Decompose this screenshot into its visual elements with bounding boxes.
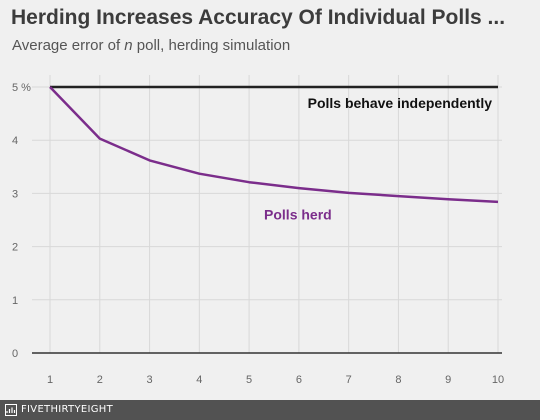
y-tick-label: 1 xyxy=(12,295,18,307)
chart-series xyxy=(49,85,499,204)
chart-title: Herding Increases Accuracy Of Individual… xyxy=(11,6,506,29)
x-tick-label: 8 xyxy=(395,374,401,386)
y-tick-label: 0 xyxy=(12,348,18,360)
series-label-independent: Polls behave independently xyxy=(308,95,493,111)
x-tick-label: 10 xyxy=(492,374,504,386)
series-line-herd xyxy=(49,86,499,204)
y-tick-label: 2 xyxy=(12,242,18,254)
y-tick-label: 4 xyxy=(12,135,18,147)
subtitle-suffix: poll, herding simulation xyxy=(132,37,291,54)
chart-axis: 0 1 2 3 4 5 % 1 2 3 4 5 6 7 8 9 10 xyxy=(12,82,504,386)
x-tick-label: 5 xyxy=(246,374,252,386)
fivethirtyeight-logo-icon xyxy=(5,404,17,416)
x-tick-label: 4 xyxy=(196,374,202,386)
series-label-herd: Polls herd xyxy=(264,207,332,223)
line-chart: 0 1 2 3 4 5 % 1 2 3 4 5 6 7 8 9 10 Polls behave indepen… xyxy=(12,75,504,386)
x-tick-label: 3 xyxy=(146,374,152,386)
x-tick-label: 6 xyxy=(296,374,302,386)
x-tick-label: 9 xyxy=(445,374,451,386)
chart-subtitle: Average error of n poll, herding simulat… xyxy=(12,37,290,54)
x-tick-label: 7 xyxy=(346,374,352,386)
x-tick-label: 1 xyxy=(47,374,53,386)
y-tick-label: 5 % xyxy=(12,82,31,94)
chart-labels: Polls behave independently Polls herd xyxy=(264,95,492,223)
footer-bar: FIVETHIRTYEIGHT xyxy=(0,400,540,420)
y-tick-label: 3 xyxy=(12,188,18,200)
subtitle-variable: n xyxy=(124,37,133,54)
footer-brand: FIVETHIRTYEIGHT xyxy=(21,404,114,415)
x-tick-label: 2 xyxy=(97,374,103,386)
subtitle-prefix: Average error of xyxy=(12,37,125,54)
